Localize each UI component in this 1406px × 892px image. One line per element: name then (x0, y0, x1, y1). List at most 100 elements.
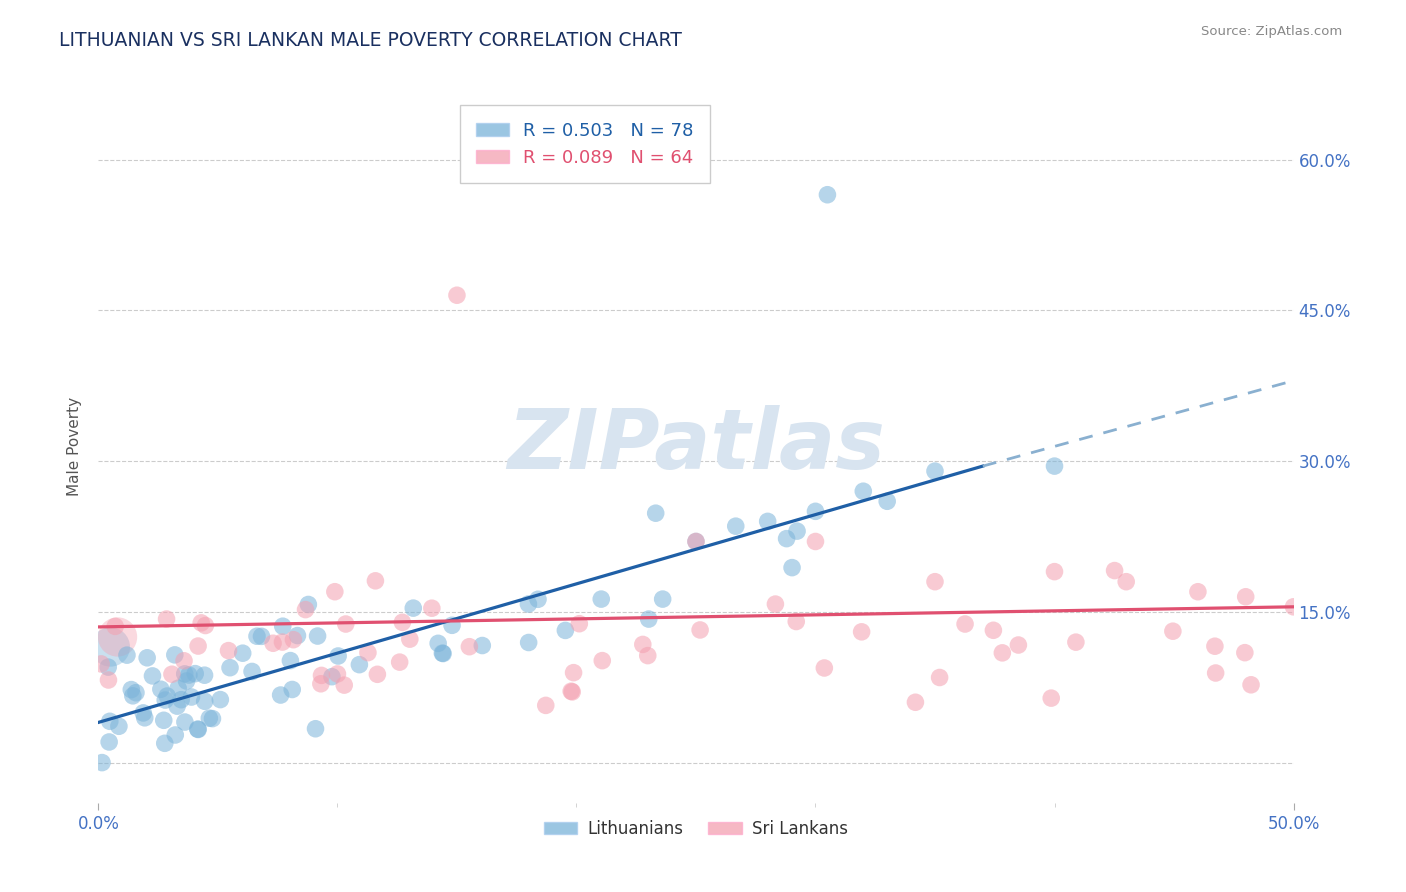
Point (349, 657, 371, 672)
Point (198, 711, 221, 725)
Point (815, 187, 838, 202)
Point (125, 686, 148, 700)
Point (281, 682, 304, 697)
Point (924, 464, 946, 478)
Point (262, 636, 284, 650)
Point (560, 684, 582, 698)
Point (527, 592, 550, 607)
Point (156, 689, 179, 703)
Point (1104, 564, 1126, 578)
Point (163, 648, 186, 662)
Point (287, 629, 309, 643)
Point (651, 592, 673, 607)
Point (165, 728, 187, 742)
Point (153, 736, 176, 750)
Point (1007, 638, 1029, 652)
Point (685, 534, 707, 549)
Point (176, 673, 198, 688)
Point (685, 534, 707, 549)
Point (517, 597, 540, 611)
Point (232, 646, 254, 660)
Point (149, 682, 172, 697)
Point (534, 698, 557, 713)
Point (991, 646, 1014, 660)
Point (1115, 574, 1137, 589)
Point (311, 668, 333, 682)
Point (775, 532, 797, 546)
Point (173, 654, 195, 668)
Point (240, 665, 263, 679)
Point (121, 689, 143, 703)
Point (471, 639, 494, 653)
Point (335, 617, 357, 632)
Point (250, 629, 273, 643)
Point (294, 602, 316, 616)
Point (194, 694, 217, 708)
Point (107, 630, 129, 644)
Point (1043, 459, 1066, 474)
Point (1205, 665, 1227, 680)
Point (173, 666, 195, 681)
Point (166, 699, 188, 714)
Point (271, 635, 294, 649)
Point (637, 612, 659, 626)
Point (928, 671, 950, 685)
Point (180, 690, 202, 704)
Point (98, 640, 122, 654)
Point (98, 735, 121, 749)
Point (813, 661, 835, 675)
Point (97, 673, 120, 687)
Point (804, 534, 827, 549)
Point (321, 670, 343, 684)
Point (420, 601, 443, 615)
Point (271, 619, 294, 633)
Point (388, 655, 411, 669)
Y-axis label: Male Poverty: Male Poverty (67, 396, 83, 496)
Point (170, 692, 193, 706)
Point (167, 681, 190, 696)
Point (364, 574, 387, 588)
Point (689, 623, 711, 637)
Point (366, 667, 388, 681)
Point (194, 618, 217, 632)
Point (1064, 635, 1087, 649)
Point (134, 711, 156, 725)
Point (780, 560, 803, 574)
Point (115, 648, 138, 662)
Point (1204, 639, 1226, 653)
Point (201, 712, 224, 726)
Point (1282, 599, 1305, 614)
Point (851, 624, 873, 639)
Point (193, 668, 215, 682)
Point (568, 616, 591, 631)
Point (141, 669, 163, 683)
Point (441, 618, 464, 632)
Point (246, 629, 269, 643)
Point (637, 648, 659, 663)
Text: ZIPatlas: ZIPatlas (508, 406, 884, 486)
Point (97, 660, 120, 674)
Point (432, 646, 454, 660)
Point (804, 504, 827, 518)
Point (458, 640, 481, 654)
Point (561, 685, 583, 699)
Point (90, 657, 112, 671)
Point (427, 636, 450, 650)
Point (307, 629, 329, 643)
Legend: Lithuanians, Sri Lankans: Lithuanians, Sri Lankans (537, 814, 855, 845)
Point (1043, 565, 1066, 579)
Point (219, 661, 242, 675)
Point (177, 668, 200, 682)
Point (190, 615, 212, 630)
Point (756, 515, 779, 529)
Point (724, 519, 747, 533)
Point (187, 722, 209, 736)
Point (1040, 691, 1063, 706)
Point (297, 598, 319, 612)
Point (270, 688, 292, 702)
Point (644, 506, 666, 520)
Point (160, 667, 183, 681)
Point (904, 695, 927, 709)
Point (1240, 678, 1263, 692)
Point (174, 714, 197, 729)
